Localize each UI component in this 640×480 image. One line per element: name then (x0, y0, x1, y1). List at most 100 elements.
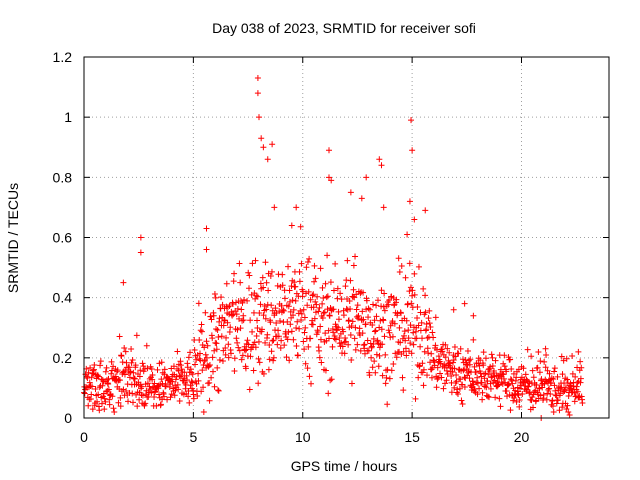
data-point (222, 351, 229, 358)
data-point (488, 374, 495, 381)
data-point (334, 327, 341, 334)
data-point (91, 361, 98, 368)
data-point (214, 364, 221, 371)
data-point (241, 296, 248, 303)
plot-frame (83, 56, 610, 419)
data-point (189, 379, 196, 386)
data-point (547, 391, 554, 398)
data-point (246, 386, 253, 393)
data-point (479, 396, 486, 403)
data-point (432, 342, 439, 349)
data-point (326, 147, 332, 154)
data-point (415, 322, 422, 329)
data-point (401, 332, 408, 339)
data-point (376, 156, 383, 163)
data-point (270, 337, 277, 344)
data-point (507, 356, 514, 363)
data-point (172, 387, 179, 394)
data-point (492, 394, 499, 401)
y-tick-label: 0 (64, 410, 72, 426)
data-point (131, 375, 138, 382)
data-point (301, 346, 308, 353)
data-point (92, 385, 99, 392)
y-tick-label: 1.2 (53, 49, 73, 65)
data-point (268, 348, 275, 355)
data-point (193, 380, 200, 387)
data-point (94, 398, 101, 405)
data-point (501, 352, 508, 359)
data-point (290, 336, 297, 343)
data-point (480, 362, 487, 369)
data-point (371, 328, 378, 335)
data-point (198, 321, 205, 328)
data-point (380, 317, 387, 324)
data-point (208, 316, 215, 323)
data-point (551, 365, 558, 372)
data-point (424, 334, 431, 341)
data-point (378, 303, 385, 310)
data-point (266, 341, 273, 348)
data-point (274, 282, 281, 289)
data-point (368, 343, 375, 350)
data-point (213, 325, 220, 332)
data-point (242, 347, 249, 354)
data-point (240, 317, 247, 324)
data-point (572, 373, 579, 380)
data-point (508, 366, 515, 373)
data-point (268, 302, 275, 309)
data-point (404, 231, 411, 238)
data-point (287, 321, 294, 328)
data-point (425, 350, 432, 357)
data-point (137, 367, 144, 374)
data-point (235, 344, 242, 351)
data-point (556, 407, 563, 414)
data-point (203, 246, 210, 253)
data-point (154, 366, 161, 373)
data-point (273, 320, 280, 327)
x-tick-label: 15 (404, 429, 420, 445)
data-point (256, 114, 262, 121)
data-point (456, 385, 463, 392)
data-point (266, 356, 273, 363)
data-point (542, 345, 549, 352)
data-point (116, 377, 123, 384)
data-point (564, 402, 571, 409)
data-point (360, 316, 367, 323)
data-point (474, 374, 481, 381)
data-point (293, 324, 300, 331)
data-point (294, 352, 301, 359)
data-point (293, 204, 300, 211)
data-point (366, 372, 373, 379)
data-point (228, 350, 234, 357)
x-tick-label: 0 (80, 429, 88, 445)
data-point (482, 355, 489, 362)
data-point (120, 279, 127, 286)
data-point (426, 307, 433, 314)
data-point (244, 297, 251, 304)
data-point (415, 263, 422, 270)
data-point (257, 301, 264, 308)
data-point (448, 372, 455, 379)
data-point (378, 162, 385, 169)
data-point (318, 359, 325, 366)
data-point (408, 350, 415, 357)
data-point (261, 302, 268, 309)
data-point (544, 367, 551, 374)
data-point (579, 400, 586, 407)
data-point (407, 284, 414, 291)
data-point (373, 351, 380, 358)
data-point (459, 356, 466, 363)
data-point (399, 374, 406, 381)
data-point (361, 341, 368, 348)
data-point (350, 262, 357, 269)
data-point (450, 306, 457, 313)
data-point (340, 328, 347, 335)
data-point (186, 399, 193, 406)
data-point (118, 352, 125, 359)
data-point (275, 327, 282, 334)
data-point (106, 401, 113, 408)
data-point (262, 259, 269, 266)
data-point (348, 322, 355, 329)
data-point (308, 380, 315, 387)
data-point (386, 297, 393, 304)
